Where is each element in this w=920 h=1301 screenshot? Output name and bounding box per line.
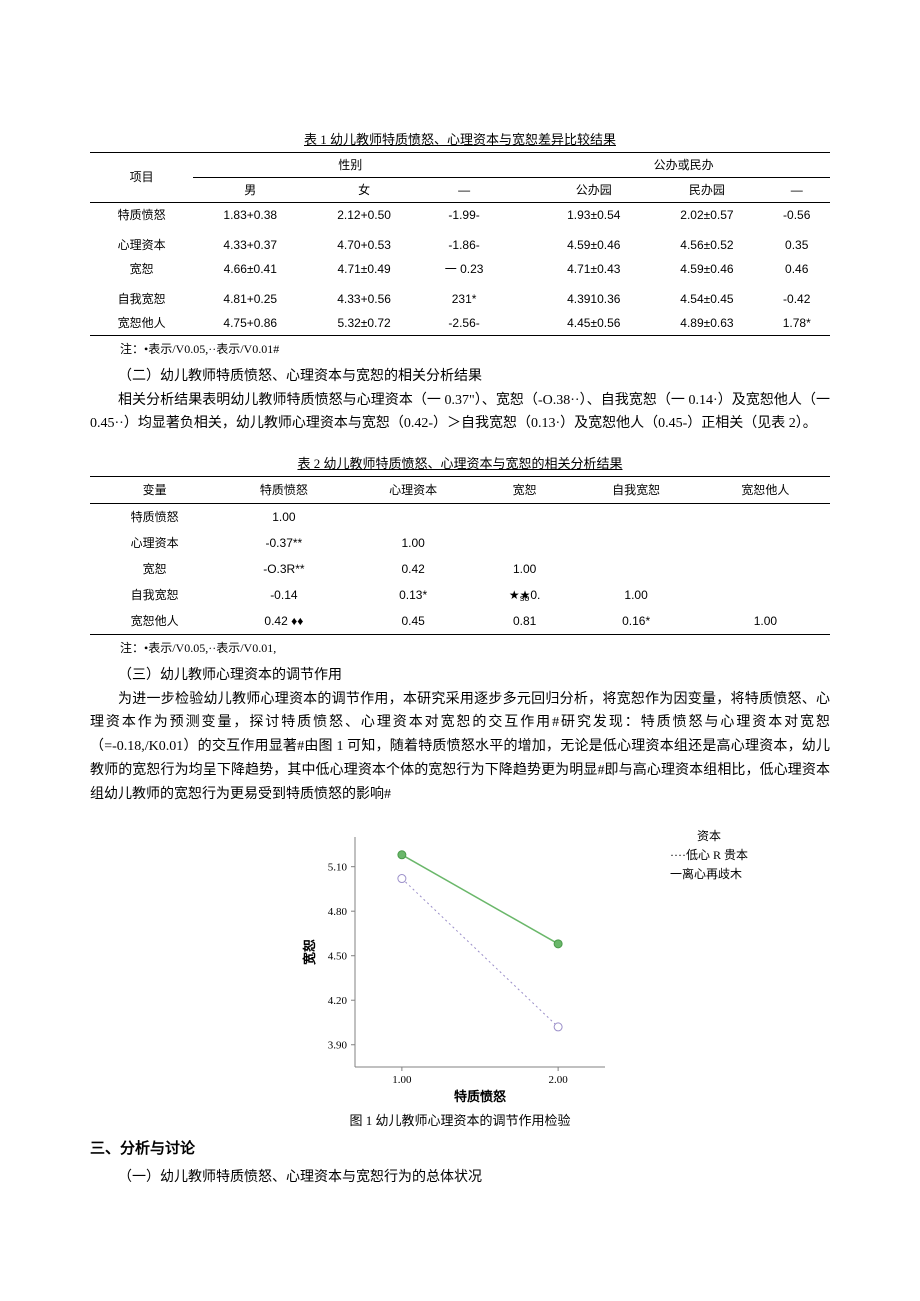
chart-legend: 资本 ····低心 R 贵本 一离心再歧木 (670, 827, 748, 885)
legend-item-high: 一离心再歧木 (670, 865, 748, 884)
svg-text:3.90: 3.90 (328, 1039, 348, 1051)
svg-text:2.00: 2.00 (549, 1074, 569, 1086)
svg-text:4.80: 4.80 (328, 906, 348, 918)
t1-col-item: 项目 (90, 152, 193, 202)
table1-title: 表 1 幼儿教师特质愤怒、心理资本与宽恕差异比较结果 (90, 130, 830, 150)
table2-title: 表 2 幼儿教师特质愤怒、心理资本与宽恕的相关分析结果 (90, 454, 830, 474)
section2-heading: （二）幼儿教师特质愤怒、心理资本与宽恕的相关分析结果 (90, 366, 830, 387)
table1-note: 注：•表示/V0.05,··表示/V0.01# (90, 336, 830, 364)
chart-figure: 3.90 4.20 4.50 4.80 5.10 1.00 2.00 特质愤怒 宽恕 资本 ··… (90, 827, 830, 1107)
section2-para: 相关分析结果表明幼儿教师特质愤怒与心理资本（一 0.37"）、宽恕（-O.38·… (90, 389, 830, 437)
legend-title: 资本 (670, 827, 748, 846)
section3-para: 为进一步检验幼儿教师心理资本的调节作用，本研究采用逐步多元回归分析，将宽恕作为因… (90, 688, 830, 807)
svg-text:特质愤怒: 特质愤怒 (454, 1089, 506, 1104)
svg-text:4.50: 4.50 (328, 950, 348, 962)
svg-text:1.00: 1.00 (392, 1074, 412, 1086)
section4-title: 三、分析与讨论 (90, 1138, 830, 1161)
svg-text:5.10: 5.10 (328, 861, 348, 873)
section4-sub: （一）幼儿教师特质愤怒、心理资本与宽恕行为的总体状况 (90, 1167, 830, 1188)
t1-group-left: 性别 (193, 152, 507, 177)
legend-item-low: ····低心 R 贵本 (670, 846, 748, 865)
t1-group-right: 公办或民办 (537, 152, 830, 177)
chart-caption: 图 1 幼儿教师心理资本的调节作用检验 (90, 1111, 830, 1131)
table2: 变量特质愤怒心理资本宽恕自我宽恕宽恕他人 特质愤怒1.00心理资本-0.37**… (90, 476, 830, 635)
table1: 项目 性别 公办或民办 男 女 — 公办园 民办园 — 特质愤怒1.83+0.3… (90, 152, 830, 336)
chart-svg: 3.90 4.20 4.50 4.80 5.10 1.00 2.00 特质愤怒 宽恕 (300, 827, 620, 1107)
section3-heading: （三）幼儿教师心理资本的调节作用 (90, 665, 830, 686)
svg-text:4.20: 4.20 (328, 995, 348, 1007)
svg-text:宽恕: 宽恕 (302, 939, 317, 966)
table2-note: 注：•表示/V0.05,··表示/V0.01, (90, 635, 830, 663)
